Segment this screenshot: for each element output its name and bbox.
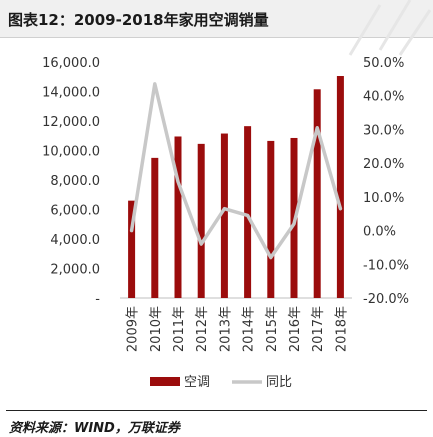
left-tick-label: 14,000.0 [42,86,100,101]
chart-title: 图表12：2009-2018年家用空调销量 [8,11,269,29]
right-tick-label: 30.0% [363,123,404,138]
source-note: 资料来源：WIND，万联证券 [9,421,180,436]
category-label: 2017年 [311,306,326,352]
bar [267,140,275,298]
category-label: 2013年 [218,306,233,352]
bar [244,126,252,298]
category-label: 2016年 [288,306,303,352]
right-tick-label: -20.0% [363,292,409,307]
right-tick-label: -10.0% [363,258,409,273]
category-label: 2012年 [195,306,210,352]
left-tick-label: 6,000.0 [50,204,100,219]
bar [197,143,205,298]
right-tick-label: 20.0% [363,157,404,172]
category-label: 2014年 [242,306,257,352]
left-tick-label: 8,000.0 [50,174,100,189]
left-tick-label: - [95,292,100,307]
yoy-line [129,82,343,260]
bar [336,76,344,298]
category-label: 2015年 [265,306,280,352]
left-tick-label: 2,000.0 [50,263,100,278]
bar [313,89,321,298]
left-tick-label: 4,000.0 [50,233,100,248]
left-tick-label: 16,000.0 [42,56,100,71]
bar [128,200,136,298]
bar [220,133,228,298]
category-label: 2010年 [149,306,164,352]
legend-label-line: 同比 [266,375,292,390]
title-bar: 图表12：2009-2018年家用空调销量 [0,0,433,38]
chart-area: - 2,000.0 4,000.0 6,000.0 8,000.0 10,000.0 12,… [42,56,409,390]
bar [174,136,182,298]
right-tick-label: 40.0% [363,90,404,105]
category-label: 2018年 [334,306,349,352]
category-label: 2009年 [126,306,141,352]
watermark-graphic [348,0,432,56]
left-tick-label: 10,000.0 [42,145,100,160]
category-label: 2011年 [172,306,187,352]
right-tick-label: 10.0% [363,191,404,206]
bar [151,157,159,298]
left-tick-label: 12,000.0 [42,115,100,130]
legend-swatch-bar [150,377,180,386]
right-tick-label: 50.0% [363,56,404,71]
right-tick-label: 0.0% [363,225,396,240]
footer-divider [6,410,427,411]
legend-label-bar: 空调 [184,375,210,390]
